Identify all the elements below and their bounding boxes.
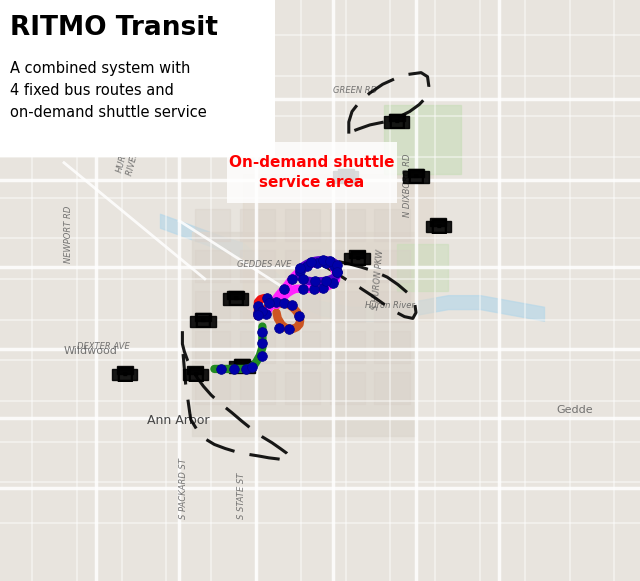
Text: ⊡: ⊡ <box>429 217 448 236</box>
Bar <box>384 105 461 174</box>
Text: On-demand shuttle
service area: On-demand shuttle service area <box>229 156 395 190</box>
Bar <box>190 315 216 327</box>
Text: HURON
RIVER DR: HURON RIVER DR <box>115 132 145 176</box>
Bar <box>240 372 275 404</box>
FancyBboxPatch shape <box>0 0 275 157</box>
Bar <box>285 290 320 322</box>
Bar <box>240 209 275 241</box>
Bar <box>330 250 365 282</box>
Bar <box>195 372 230 404</box>
Bar <box>330 290 365 322</box>
Bar <box>374 250 410 282</box>
Text: ⊡: ⊡ <box>336 167 355 187</box>
Bar <box>430 218 447 226</box>
Bar <box>240 250 275 282</box>
Bar <box>337 169 354 177</box>
Bar <box>112 369 138 381</box>
Bar <box>195 313 211 321</box>
Bar <box>195 290 230 322</box>
Bar <box>374 290 410 322</box>
Bar <box>344 253 370 264</box>
Bar <box>349 250 365 258</box>
Text: DEXTER AVE: DEXTER AVE <box>77 342 129 350</box>
Text: RITMO Transit: RITMO Transit <box>10 15 218 41</box>
Text: ⊡: ⊡ <box>387 112 406 132</box>
Text: S STATE ST: S STATE ST <box>237 473 246 519</box>
Bar <box>374 372 410 404</box>
Bar <box>195 209 230 241</box>
Bar <box>374 331 410 363</box>
Bar <box>330 372 365 404</box>
Bar <box>195 250 230 282</box>
Text: Wildwood: Wildwood <box>64 346 118 356</box>
Text: Ann Arbor: Ann Arbor <box>147 414 210 427</box>
Text: ⊡: ⊡ <box>193 311 212 331</box>
Bar <box>182 369 208 381</box>
Bar <box>403 171 429 183</box>
Bar <box>227 291 244 299</box>
Bar <box>426 221 451 232</box>
Bar <box>397 244 448 290</box>
Bar <box>240 331 275 363</box>
Text: ⊡: ⊡ <box>186 365 205 385</box>
Text: ⊡: ⊡ <box>406 167 426 187</box>
Text: GEDDES AVE: GEDDES AVE <box>237 260 291 269</box>
Bar <box>330 209 365 241</box>
Bar <box>195 331 230 363</box>
Bar <box>333 171 358 183</box>
Bar <box>243 174 435 320</box>
Text: Huron River: Huron River <box>365 301 415 310</box>
Bar <box>234 359 250 367</box>
Bar <box>374 209 410 241</box>
Text: S PACKARD ST: S PACKARD ST <box>179 458 188 519</box>
Bar <box>388 114 405 121</box>
Text: NEWPORT RD: NEWPORT RD <box>64 206 73 263</box>
Bar <box>116 367 133 374</box>
Bar <box>285 250 320 282</box>
Text: ⊡: ⊡ <box>232 357 252 377</box>
Bar <box>240 290 275 322</box>
Bar <box>229 361 255 373</box>
Bar <box>285 331 320 363</box>
Bar <box>223 293 248 305</box>
Text: GREEN RD: GREEN RD <box>333 86 377 95</box>
Text: Gedde: Gedde <box>557 404 593 414</box>
Text: A combined system with
4 fixed bus routes and
on-demand shuttle service: A combined system with 4 fixed bus route… <box>10 61 206 120</box>
Bar <box>285 372 320 404</box>
Text: N DIXBORO RD: N DIXBORO RD <box>403 153 412 217</box>
Text: ⊡: ⊡ <box>115 365 134 385</box>
Bar <box>408 169 424 177</box>
Text: ⊡: ⊡ <box>226 289 245 309</box>
Bar <box>384 116 410 128</box>
Bar <box>330 331 365 363</box>
Bar <box>187 367 204 374</box>
Bar <box>192 232 416 436</box>
Bar <box>285 209 320 241</box>
Text: ⊡: ⊡ <box>348 249 367 268</box>
Text: S HURON PKW: S HURON PKW <box>371 249 385 310</box>
FancyBboxPatch shape <box>227 142 397 203</box>
